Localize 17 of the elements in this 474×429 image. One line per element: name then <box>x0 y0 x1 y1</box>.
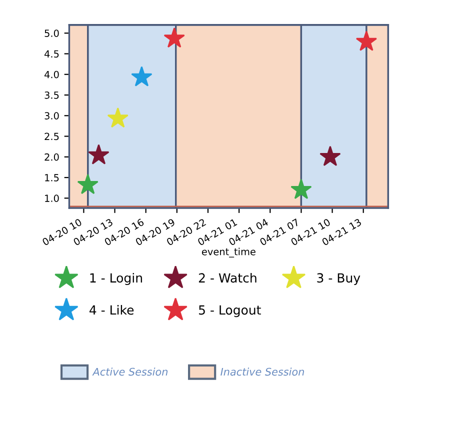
legend-label: 2 - Watch <box>198 272 256 283</box>
legend-label: Active Session <box>92 368 168 376</box>
x-axis-title: event_time <box>202 248 256 258</box>
y-tick-label: 3.0 <box>44 112 59 120</box>
legend-label: 5 - Logout <box>199 305 261 318</box>
legend-label: Inactive Session <box>220 368 304 376</box>
y-tick-label: 1.0 <box>45 194 59 202</box>
legend-label: 3 - Buy <box>317 273 360 286</box>
y-tick-label: 2.0 <box>44 153 59 161</box>
legend-label: 1 - Login <box>90 272 142 286</box>
y-tick-label: 2.5 <box>44 132 59 140</box>
y-tick-label: 4.5 <box>44 50 59 58</box>
y-tick-label: 1.5 <box>45 174 59 182</box>
y-tick-label: 4.0 <box>44 70 59 78</box>
y-tick-label: 3.5 <box>44 92 59 99</box>
y-tick-label: 5.0 <box>44 30 59 37</box>
legend-label: 4 - Like <box>90 305 134 315</box>
